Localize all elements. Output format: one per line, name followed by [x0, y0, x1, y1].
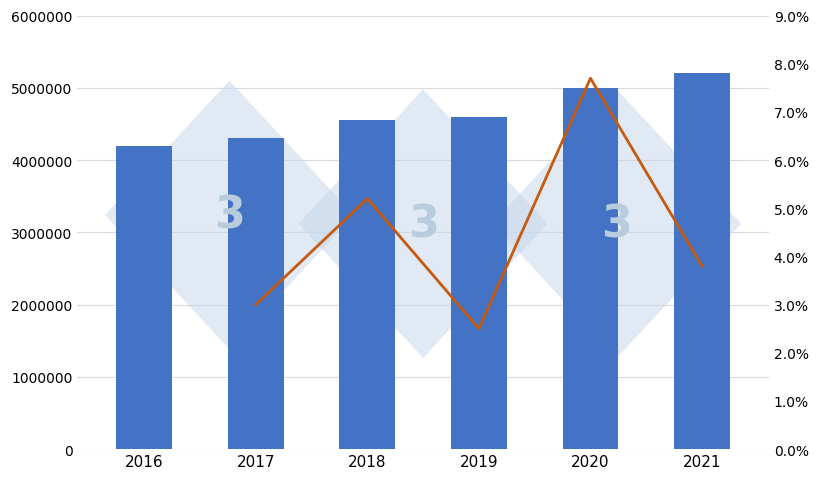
Polygon shape [491, 90, 740, 358]
Bar [673, 74, 729, 449]
Bar [339, 121, 395, 449]
Text: 3: 3 [214, 194, 245, 237]
Polygon shape [298, 90, 547, 358]
Text: 3: 3 [407, 203, 438, 246]
Bar [450, 118, 506, 449]
Polygon shape [105, 82, 354, 349]
Text: 3: 3 [600, 203, 631, 246]
Bar [228, 139, 283, 449]
Bar [116, 146, 172, 449]
Bar [562, 89, 618, 449]
